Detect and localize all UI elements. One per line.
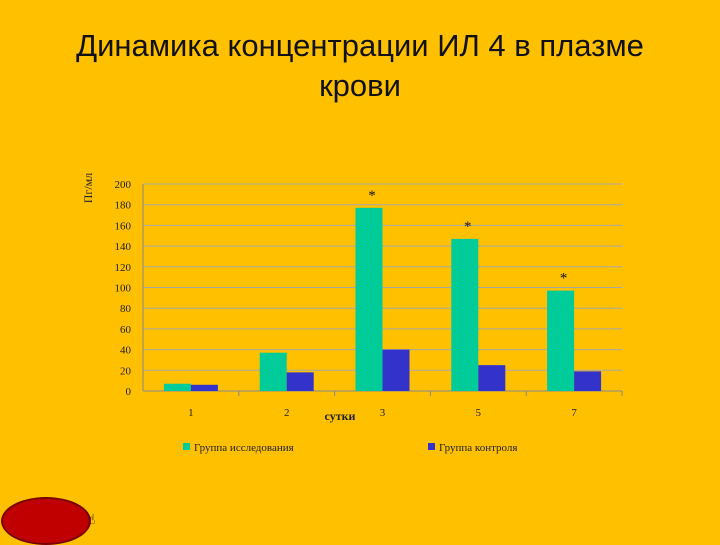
bar-control [574,371,602,391]
bar-control [478,365,506,391]
bar-study [259,352,287,391]
return-button[interactable] [1,497,91,545]
slide-title-line-1: Динамика концентрации ИЛ 4 в плазме [76,28,644,63]
y-tick-label: 0 [126,386,132,398]
legend-swatch [183,443,190,450]
bar-study [547,290,575,391]
legend-label: Группа исследования [194,442,294,454]
legend-label: Группа контроля [439,442,517,454]
bar-control [286,372,314,391]
y-tick-label: 200 [115,179,132,191]
y-tick-label: 60 [120,324,132,336]
y-tick-label: 140 [115,241,132,253]
y-tick-label: 20 [120,365,132,377]
y-tick-label: 120 [115,262,132,274]
slide-title-line-2: крови [319,68,401,103]
y-tick-label: 180 [115,200,132,212]
y-tick-label: 40 [120,345,132,357]
y-axis-label: Пг/мл [81,173,95,204]
return-button-icon: ☝ [87,512,96,528]
x-tick-label: 5 [476,407,482,419]
y-tick-label: 160 [115,220,132,232]
x-tick-label: 7 [571,407,577,419]
bar-study [451,238,479,391]
annotation-asterisk: * [560,271,568,287]
bar-control [190,384,218,391]
x-axis-label: сутки [325,409,356,423]
slide-title: Динамика концентрации ИЛ 4 в плазме кров… [30,26,690,106]
x-tick-label: 2 [284,407,290,419]
annotation-asterisk: * [464,219,472,235]
x-tick-label: 3 [380,407,386,419]
x-tick-label: 1 [188,407,194,419]
y-tick-label: 80 [120,303,132,315]
annotation-asterisk: * [368,188,376,204]
legend-swatch [428,443,435,450]
y-tick-label: 100 [115,283,132,295]
bar-study [355,207,383,391]
bar-study [163,383,191,391]
bar-control [382,349,410,391]
